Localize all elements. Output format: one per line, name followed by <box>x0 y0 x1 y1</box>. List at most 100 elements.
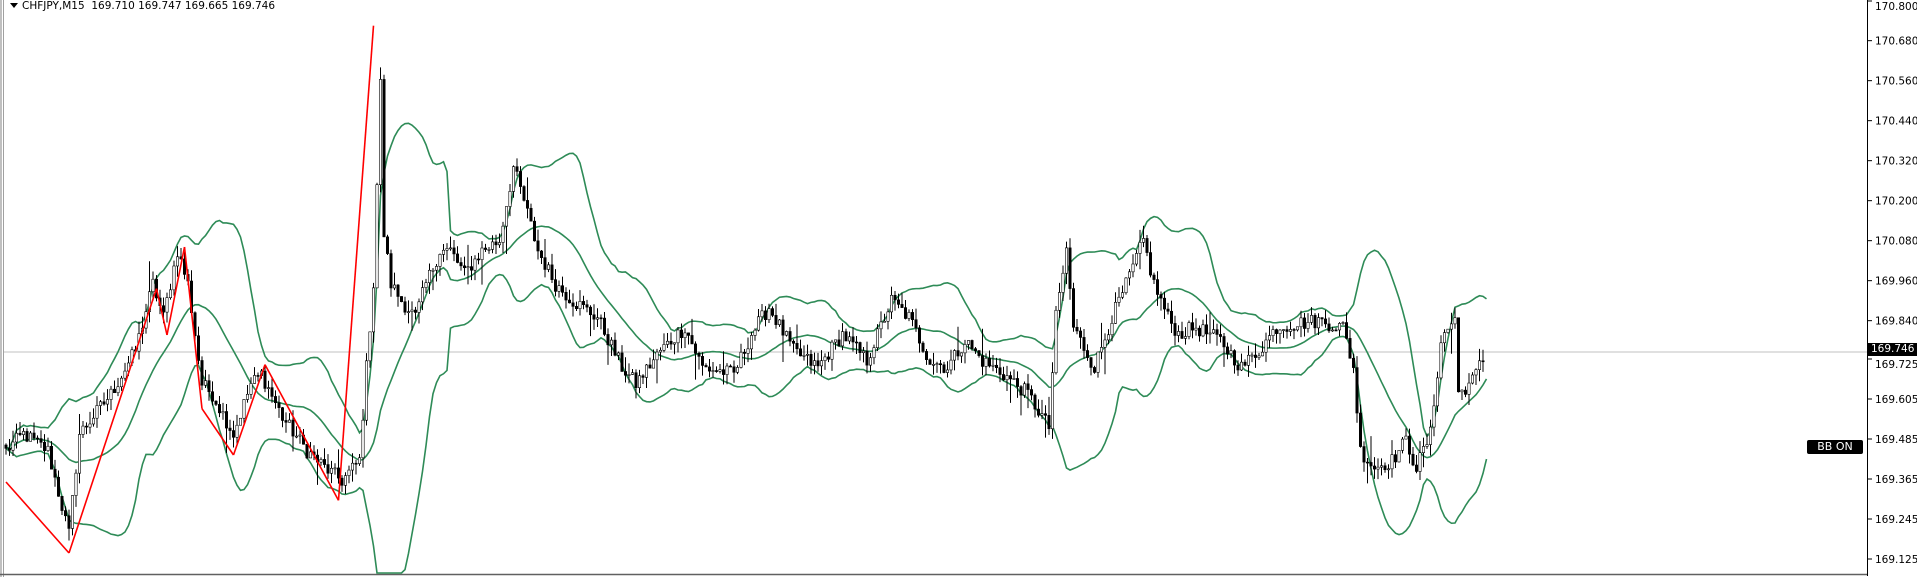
candle-body <box>1359 412 1363 447</box>
candle <box>1313 313 1317 335</box>
candle-body <box>791 340 795 344</box>
candle <box>1457 317 1461 393</box>
candle-body <box>900 304 904 308</box>
candle <box>371 282 375 343</box>
candle <box>1093 365 1097 374</box>
candle <box>39 430 43 448</box>
candle <box>732 360 736 383</box>
candle <box>721 351 725 385</box>
candle-body <box>592 314 596 320</box>
candle-body <box>886 311 890 322</box>
candle-body <box>28 432 32 442</box>
dropdown-triangle-icon[interactable] <box>10 3 18 8</box>
candle-body <box>973 348 977 351</box>
candle-body <box>518 171 522 187</box>
candle <box>1212 319 1216 334</box>
candle-body <box>732 366 736 373</box>
candle <box>854 336 858 354</box>
candle-body <box>242 399 246 419</box>
candle-body <box>609 339 613 346</box>
candle-body <box>60 496 64 511</box>
candle <box>550 253 554 284</box>
y-tick-label: 170.200 <box>1875 196 1917 208</box>
zigzag-segment <box>183 246 203 409</box>
y-tick-label: 169.605 <box>1875 394 1917 406</box>
candle-body <box>1128 271 1132 279</box>
candle <box>714 366 718 373</box>
candle-body <box>480 247 484 260</box>
candle-body <box>448 247 452 250</box>
candle-body <box>445 248 449 251</box>
candle-body <box>1443 332 1447 344</box>
candle-body <box>991 364 995 367</box>
candle-body <box>924 351 928 360</box>
y-tick-label: 170.680 <box>1875 36 1917 48</box>
candle <box>242 398 246 425</box>
candle-body <box>1075 326 1079 332</box>
candle <box>1299 310 1303 338</box>
candle-body <box>1110 323 1114 336</box>
candle <box>113 380 117 394</box>
candle <box>1037 399 1041 418</box>
candle <box>546 262 550 273</box>
candle <box>1103 333 1107 375</box>
candle-body <box>637 375 641 388</box>
candle <box>1439 335 1443 380</box>
candle-body <box>494 241 498 246</box>
candle <box>71 495 75 536</box>
candle-body <box>728 365 732 368</box>
candle-body <box>1058 292 1062 311</box>
candle <box>466 244 470 285</box>
candle <box>1149 241 1153 278</box>
candle <box>4 443 8 455</box>
candle-body <box>1191 322 1195 331</box>
candle-body <box>1471 374 1475 384</box>
candle-body <box>949 359 953 371</box>
candle <box>949 349 953 375</box>
candle <box>294 426 298 439</box>
candle <box>207 374 211 401</box>
candle-body <box>1233 350 1237 366</box>
candle-body <box>396 284 400 297</box>
candle <box>763 306 767 327</box>
candle <box>1261 341 1265 357</box>
candle-body <box>543 257 547 270</box>
candle-body <box>623 371 627 376</box>
candle <box>78 413 82 484</box>
candle <box>1194 318 1198 336</box>
candle-body <box>1387 468 1391 471</box>
candle <box>998 358 1002 383</box>
candle-body <box>578 301 582 309</box>
candle-body <box>1275 329 1279 334</box>
candle <box>1257 352 1261 361</box>
candle-body <box>11 441 15 451</box>
candle <box>830 339 834 371</box>
candle-body <box>1089 357 1093 368</box>
candle-body <box>760 310 764 318</box>
candle <box>1030 385 1034 401</box>
candle-body <box>781 319 785 336</box>
candle-body <box>1299 317 1303 328</box>
candle <box>64 506 68 522</box>
candle-body <box>1369 462 1373 467</box>
candle-body <box>399 296 403 303</box>
candle-body <box>1247 354 1251 366</box>
candle <box>172 260 176 296</box>
candle-body <box>357 457 361 464</box>
candle-body <box>749 335 753 350</box>
candle <box>1408 428 1412 464</box>
candle <box>1005 365 1009 392</box>
candle <box>99 400 103 415</box>
bb-on-button[interactable]: BB ON <box>1807 440 1863 454</box>
candle-body <box>683 332 687 339</box>
candle <box>1236 360 1240 376</box>
candle <box>1271 325 1275 342</box>
candle-body <box>284 420 288 423</box>
candle-body <box>504 206 508 227</box>
candle <box>781 315 785 363</box>
candle <box>1380 458 1384 476</box>
candle-body <box>945 369 949 373</box>
candle-body <box>1289 329 1293 332</box>
candle <box>574 301 578 312</box>
